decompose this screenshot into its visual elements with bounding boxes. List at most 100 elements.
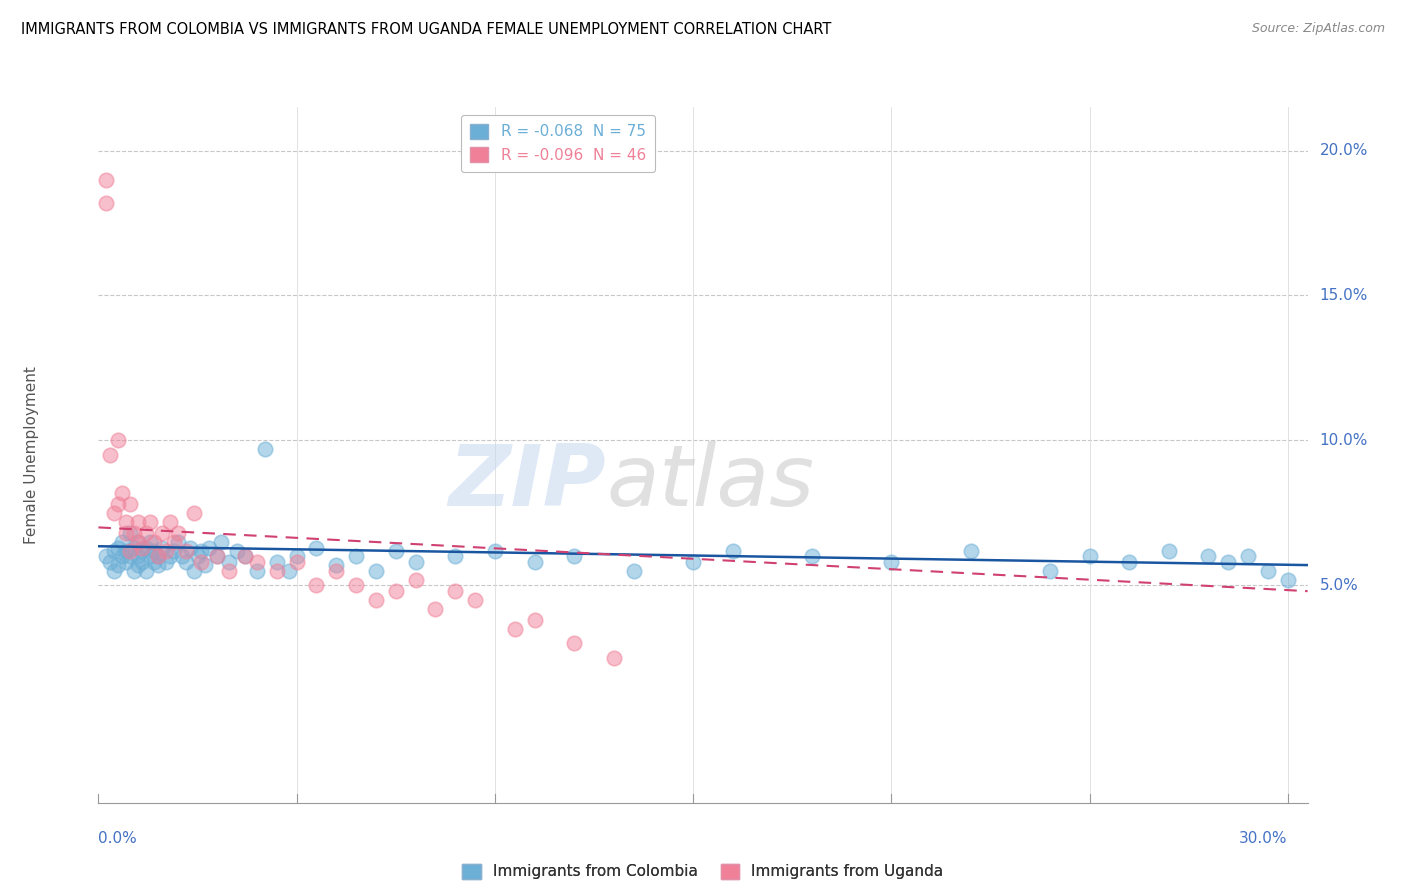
Point — [218, 555, 240, 569]
Point — [603, 651, 626, 665]
Point — [96, 172, 118, 186]
Point — [682, 555, 704, 569]
Point — [266, 564, 288, 578]
Point — [364, 564, 387, 578]
Point — [107, 558, 129, 573]
Point — [127, 534, 149, 549]
Point — [523, 555, 546, 569]
Point — [103, 506, 125, 520]
Point — [135, 541, 157, 555]
Point — [127, 549, 149, 564]
Point — [344, 549, 367, 564]
Text: ZIP: ZIP — [449, 442, 606, 524]
Point — [179, 541, 201, 555]
Point — [127, 515, 149, 529]
Point — [1198, 549, 1220, 564]
Point — [209, 534, 232, 549]
Point — [285, 549, 308, 564]
Point — [163, 543, 186, 558]
Text: IMMIGRANTS FROM COLOMBIA VS IMMIGRANTS FROM UGANDA FEMALE UNEMPLOYMENT CORRELATI: IMMIGRANTS FROM COLOMBIA VS IMMIGRANTS F… — [21, 22, 831, 37]
Point — [111, 549, 134, 564]
Point — [98, 448, 121, 462]
Point — [218, 564, 240, 578]
Point — [103, 543, 125, 558]
Point — [111, 485, 134, 500]
Point — [139, 534, 162, 549]
Point — [305, 541, 328, 555]
Point — [364, 592, 387, 607]
Point — [246, 564, 269, 578]
Text: Source: ZipAtlas.com: Source: ZipAtlas.com — [1251, 22, 1385, 36]
Point — [146, 549, 169, 564]
Point — [801, 549, 824, 564]
Point — [166, 534, 188, 549]
Text: 20.0%: 20.0% — [1320, 143, 1368, 158]
Point — [120, 543, 142, 558]
Point — [146, 558, 169, 573]
Point — [183, 564, 205, 578]
Point — [523, 613, 546, 627]
Point — [120, 497, 142, 511]
Point — [98, 555, 121, 569]
Point — [233, 549, 256, 564]
Point — [721, 543, 744, 558]
Point — [1157, 543, 1180, 558]
Point — [127, 558, 149, 573]
Point — [194, 558, 217, 573]
Point — [111, 534, 134, 549]
Point — [207, 549, 229, 564]
Point — [115, 515, 138, 529]
Point — [186, 549, 208, 564]
Legend: Immigrants from Colombia, Immigrants from Uganda: Immigrants from Colombia, Immigrants fro… — [457, 858, 949, 886]
Point — [183, 506, 205, 520]
Point — [562, 549, 585, 564]
Point — [384, 543, 406, 558]
Point — [120, 549, 142, 564]
Point — [131, 555, 153, 569]
Point — [444, 549, 467, 564]
Point — [142, 555, 165, 569]
Point — [190, 555, 212, 569]
Point — [120, 526, 142, 541]
Text: Female Unemployment: Female Unemployment — [24, 366, 39, 544]
Point — [1277, 573, 1299, 587]
Point — [277, 564, 299, 578]
Point — [207, 549, 229, 564]
Point — [174, 555, 197, 569]
Point — [155, 543, 177, 558]
Point — [174, 543, 197, 558]
Point — [146, 549, 169, 564]
Point — [464, 592, 486, 607]
Point — [226, 543, 249, 558]
Point — [344, 578, 367, 592]
Point — [233, 549, 256, 564]
Point — [96, 195, 118, 210]
Point — [139, 515, 162, 529]
Point — [484, 543, 506, 558]
Point — [405, 573, 427, 587]
Point — [135, 564, 157, 578]
Point — [198, 541, 221, 555]
Text: 5.0%: 5.0% — [1320, 578, 1358, 593]
Point — [107, 497, 129, 511]
Point — [305, 578, 328, 592]
Point — [425, 601, 447, 615]
Point — [253, 442, 276, 456]
Point — [562, 636, 585, 650]
Point — [115, 526, 138, 541]
Point — [405, 555, 427, 569]
Point — [384, 584, 406, 599]
Text: 0.0%: 0.0% — [98, 830, 138, 846]
Point — [122, 564, 145, 578]
Point — [166, 526, 188, 541]
Text: 10.0%: 10.0% — [1320, 433, 1368, 448]
Point — [96, 549, 118, 564]
Point — [880, 555, 903, 569]
Point — [325, 564, 347, 578]
Point — [142, 534, 165, 549]
Point — [325, 558, 347, 573]
Point — [444, 584, 467, 599]
Point — [1078, 549, 1101, 564]
Text: 15.0%: 15.0% — [1320, 288, 1368, 303]
Point — [1218, 555, 1240, 569]
